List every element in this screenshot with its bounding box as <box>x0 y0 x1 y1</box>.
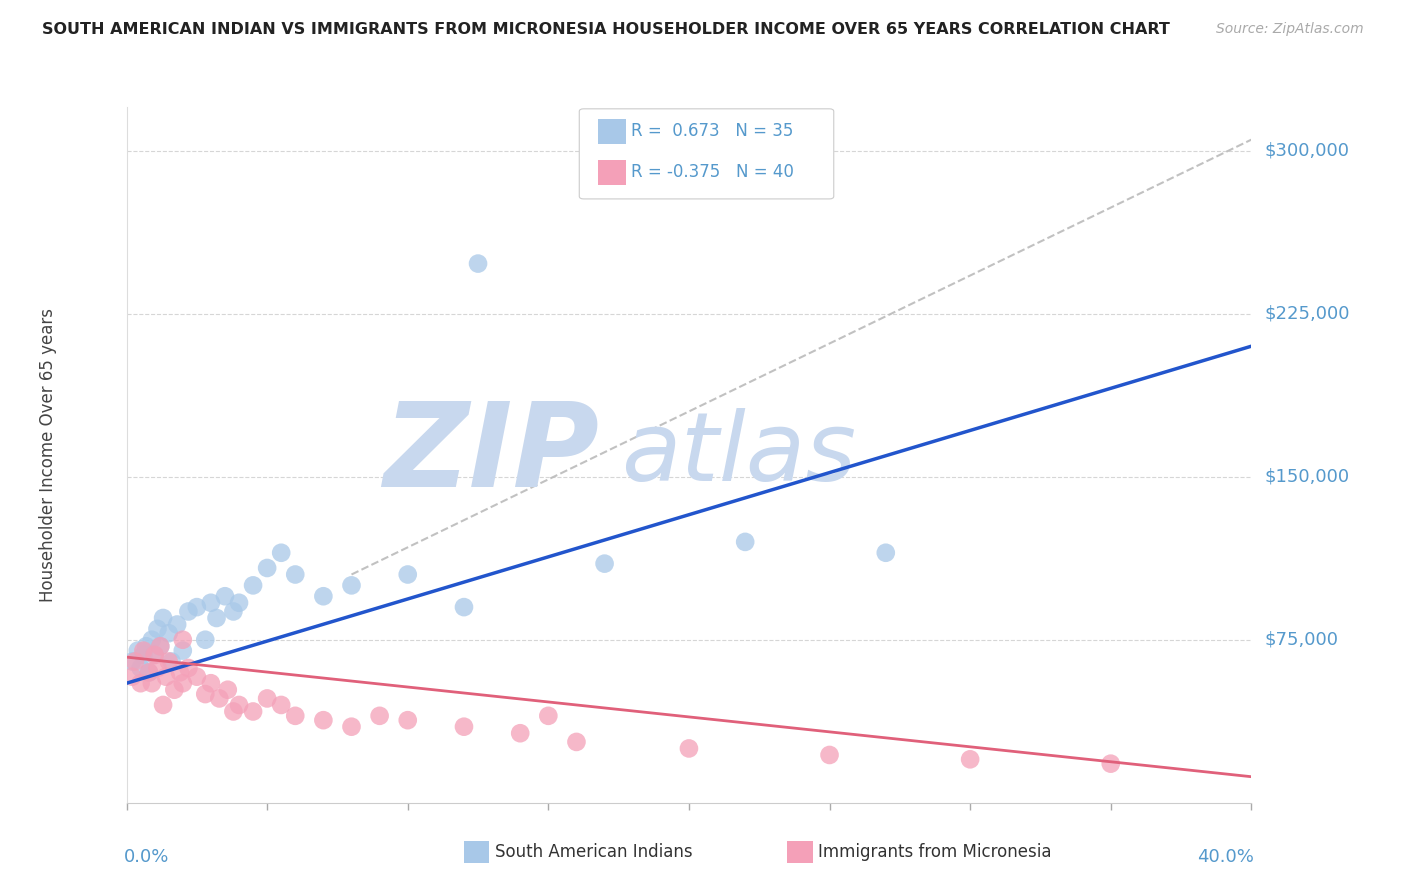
Point <box>132 648 155 662</box>
Point <box>242 578 264 592</box>
Point <box>129 661 152 675</box>
Point <box>242 705 264 719</box>
Point <box>467 257 489 271</box>
Point <box>132 643 155 657</box>
Point <box>205 611 228 625</box>
Point <box>127 643 149 657</box>
Point <box>396 713 419 727</box>
Point <box>270 698 292 712</box>
Point <box>138 665 160 680</box>
Point <box>734 535 756 549</box>
Point <box>214 589 236 603</box>
Point <box>256 561 278 575</box>
Point <box>222 705 245 719</box>
Text: Immigrants from Micronesia: Immigrants from Micronesia <box>818 843 1052 861</box>
Point <box>222 605 245 619</box>
Point <box>172 632 194 647</box>
Point <box>138 665 160 680</box>
Text: $75,000: $75,000 <box>1265 631 1339 648</box>
Point <box>1099 756 1122 771</box>
Point <box>340 578 363 592</box>
Point <box>143 648 166 662</box>
Point <box>818 747 841 762</box>
Point <box>157 655 180 669</box>
Point <box>194 632 217 647</box>
Text: $300,000: $300,000 <box>1265 142 1350 160</box>
Point <box>141 676 163 690</box>
Text: R = -0.375   N = 40: R = -0.375 N = 40 <box>631 163 794 181</box>
Point <box>312 589 335 603</box>
Point <box>149 639 172 653</box>
Point <box>284 708 307 723</box>
Point <box>217 682 239 697</box>
Point <box>194 687 217 701</box>
Point <box>166 617 188 632</box>
Point <box>959 752 981 766</box>
Point <box>565 735 588 749</box>
Point <box>121 655 143 669</box>
Text: South American Indians: South American Indians <box>495 843 693 861</box>
Point <box>129 676 152 690</box>
Point <box>172 643 194 657</box>
Point <box>146 661 169 675</box>
Point <box>160 655 183 669</box>
Text: SOUTH AMERICAN INDIAN VS IMMIGRANTS FROM MICRONESIA HOUSEHOLDER INCOME OVER 65 Y: SOUTH AMERICAN INDIAN VS IMMIGRANTS FROM… <box>42 22 1170 37</box>
Point <box>177 661 200 675</box>
Point <box>149 639 172 653</box>
Point <box>509 726 531 740</box>
Point <box>340 720 363 734</box>
Point <box>453 600 475 615</box>
Point <box>312 713 335 727</box>
Point <box>593 557 616 571</box>
Point <box>284 567 307 582</box>
Text: $150,000: $150,000 <box>1265 467 1350 485</box>
Point <box>135 639 157 653</box>
Point <box>172 676 194 690</box>
Text: 0.0%: 0.0% <box>124 848 170 866</box>
Point <box>208 691 231 706</box>
Point <box>537 708 560 723</box>
Point <box>152 698 174 712</box>
Point <box>200 676 222 690</box>
Point <box>678 741 700 756</box>
Point <box>228 698 250 712</box>
Point <box>368 708 391 723</box>
Text: Source: ZipAtlas.com: Source: ZipAtlas.com <box>1216 22 1364 37</box>
Point <box>177 605 200 619</box>
Point <box>146 622 169 636</box>
Point <box>169 665 191 680</box>
Point <box>186 600 208 615</box>
Point <box>396 567 419 582</box>
Point <box>256 691 278 706</box>
Point <box>163 682 186 697</box>
Text: ZIP: ZIP <box>382 398 599 512</box>
Point <box>453 720 475 734</box>
Point <box>200 596 222 610</box>
Point <box>152 611 174 625</box>
Point <box>121 670 143 684</box>
Text: Householder Income Over 65 years: Householder Income Over 65 years <box>39 308 56 602</box>
Text: R =  0.673   N = 35: R = 0.673 N = 35 <box>631 122 793 140</box>
Point <box>228 596 250 610</box>
Text: 40.0%: 40.0% <box>1197 848 1254 866</box>
Text: $225,000: $225,000 <box>1265 304 1350 323</box>
Point <box>124 655 146 669</box>
Point <box>141 632 163 647</box>
Point <box>875 546 897 560</box>
Text: atlas: atlas <box>621 409 856 501</box>
Point <box>186 670 208 684</box>
Point <box>155 670 177 684</box>
Point <box>143 648 166 662</box>
Point <box>157 626 180 640</box>
Point <box>270 546 292 560</box>
